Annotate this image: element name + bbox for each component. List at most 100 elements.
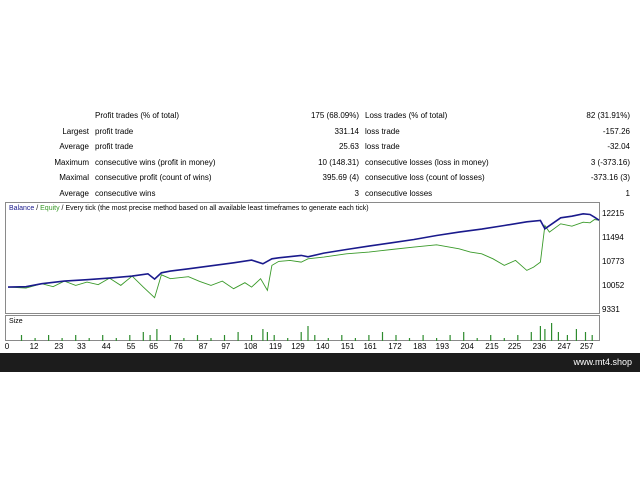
x-tick-label: 23 [54, 342, 64, 351]
stats-row: Maximal consecutive profit (count of wins… [0, 170, 640, 185]
chart-legend: Balance / Equity / Every tick (the most … [9, 204, 369, 214]
size-bar [237, 332, 239, 341]
legend-equity: Equity [40, 205, 60, 212]
y-tick-label: 10773 [602, 257, 625, 266]
x-tick-label: 76 [173, 342, 183, 351]
balance-equity-chart: Balance / Equity / Every tick (the most … [5, 202, 600, 314]
stat-left-label: Maximum [54, 157, 89, 167]
stats-row: Largest profit trade 331.14 loss trade -157.… [0, 124, 640, 139]
stats-row: Average profit trade 25.63 loss trade -32.04 [0, 139, 640, 154]
size-bar [591, 335, 593, 341]
stat-left-name: consecutive profit (count of wins) [95, 173, 212, 182]
size-label: Size [9, 318, 23, 325]
size-bar [142, 332, 144, 341]
x-tick-label: 55 [126, 342, 136, 351]
size-panel: Size [5, 315, 600, 341]
stats-table: Profit trades (% of total) 175 (68.09%) Lo… [0, 106, 640, 200]
stat-left-value: 175 (68.09%) [310, 111, 359, 120]
size-bar [368, 335, 370, 341]
size-bar [566, 335, 568, 341]
stat-left-label: Average [59, 188, 89, 198]
x-axis-labels: 0 12 23 33 44 55 65 76 87 97 108 119 129 140 151 161 172… [0, 341, 600, 353]
footer-site-text: www.mt4.shop [573, 357, 632, 367]
stat-left-name: consecutive wins (profit in money) [95, 157, 216, 167]
chart-plot-area [7, 212, 600, 299]
stat-right-value: 3 (-373.16) [590, 157, 630, 167]
size-bar [196, 335, 199, 341]
size-bar [544, 329, 546, 341]
stat-left-value: 395.69 (4) [322, 173, 359, 182]
size-bar [490, 335, 492, 341]
stats-row: Average consecutive wins 3 consecutive loss… [0, 186, 640, 201]
size-bar [530, 332, 532, 341]
size-bar [503, 338, 505, 341]
x-tick-label: 183 [413, 342, 427, 351]
size-bar [266, 332, 268, 341]
size-bar [408, 338, 411, 341]
x-tick-label: 151 [340, 342, 355, 351]
size-bar [463, 332, 465, 341]
x-tick-label: 247 [557, 342, 571, 351]
series-line-equity [7, 219, 600, 299]
size-bar [314, 335, 316, 341]
size-bar [88, 338, 90, 341]
stats-row: Maximum consecutive wins (profit in money… [0, 155, 640, 170]
size-bar [273, 335, 275, 341]
stat-left-value: 10 (148.31) [318, 157, 359, 167]
y-tick-label: 10052 [602, 281, 625, 290]
stat-left-value: 331.14 [334, 126, 359, 136]
size-bar [517, 335, 519, 341]
x-tick-label: 225 [507, 342, 522, 351]
legend-balance: Balance [9, 205, 35, 212]
stat-right-name: consecutive losses [365, 188, 433, 198]
stat-right-name: consecutive losses (loss in money) [365, 157, 489, 167]
footer-bar: www.mt4.shop [0, 353, 640, 372]
x-tick-label: 0 [4, 342, 10, 351]
size-bar [551, 323, 553, 341]
size-bar [449, 335, 451, 341]
size-bar [307, 326, 309, 341]
size-bar [381, 332, 384, 341]
stat-left-name: Profit trades (% of total) [95, 111, 180, 120]
size-bar [557, 332, 559, 341]
size-bar [48, 335, 50, 341]
size-bar [183, 338, 185, 341]
stat-right-value: -373.16 (3) [590, 173, 630, 182]
size-bar [354, 338, 356, 341]
size-bar [395, 335, 397, 341]
size-bar [262, 329, 264, 341]
x-tick-label: 12 [29, 342, 39, 351]
x-tick-label: 172 [388, 342, 402, 351]
stat-right-name: Loss trades (% of total) [365, 111, 448, 120]
x-tick-label: 108 [243, 342, 258, 351]
stat-right-name: consecutive loss (count of losses) [365, 173, 485, 182]
size-bar [149, 335, 151, 341]
bottom-background [0, 372, 640, 480]
size-bar [327, 338, 329, 341]
size-bar [156, 329, 158, 341]
size-bar [61, 338, 63, 341]
x-tick-label: 87 [198, 342, 208, 351]
series-line-balance [7, 212, 600, 288]
stat-right-value: -32.04 [607, 142, 630, 151]
stat-left-label: Average [59, 142, 89, 151]
x-tick-label: 193 [435, 342, 450, 351]
x-tick-label: 129 [291, 342, 305, 351]
size-bar [34, 338, 36, 341]
x-tick-label: 33 [76, 342, 86, 351]
x-tick-label: 140 [316, 342, 330, 351]
stat-right-value: -157.26 [602, 126, 630, 136]
size-bar [575, 329, 577, 341]
stat-left-label: Maximal [59, 173, 89, 182]
stat-left-name: profit trade [95, 126, 134, 136]
stat-right-value: 82 (31.91%) [586, 111, 630, 120]
x-tick-label: 257 [580, 342, 594, 351]
x-tick-label: 119 [269, 342, 282, 351]
stat-left-name: consecutive wins [95, 188, 156, 198]
x-tick-label: 204 [460, 342, 474, 351]
size-bar [539, 326, 541, 341]
x-tick-label: 65 [149, 342, 159, 351]
stat-right-name: loss trade [365, 142, 400, 151]
legend-separator: / [59, 205, 66, 212]
stats-row: Profit trades (% of total) 175 (68.09%) Lo… [0, 108, 640, 123]
